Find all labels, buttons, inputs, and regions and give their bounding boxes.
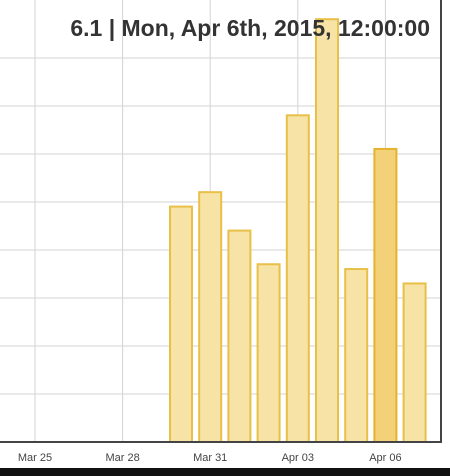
bottom-bar — [0, 468, 450, 476]
bar[interactable] — [344, 268, 369, 444]
x-tick-label: Mar 31 — [193, 452, 227, 464]
x-tick-label: Apr 03 — [282, 452, 314, 464]
bar[interactable] — [256, 263, 281, 443]
bar[interactable] — [402, 282, 427, 443]
chart-bars — [169, 18, 427, 444]
bar-selected[interactable] — [373, 147, 398, 443]
bar[interactable] — [227, 229, 252, 443]
x-tick-label: Mar 25 — [18, 452, 52, 464]
x-tick-label: Mar 28 — [105, 452, 139, 464]
value-readout: 6.1 | Mon, Apr 6th, 2015, 12:00:00 — [70, 15, 430, 41]
bar[interactable] — [198, 191, 223, 443]
x-tick-label: Apr 06 — [369, 452, 401, 464]
x-axis-ticks: Mar 25 Mar 28 Mar 31 Apr 03 Apr 06 — [18, 452, 402, 464]
bar[interactable] — [169, 205, 193, 443]
bar[interactable] — [285, 114, 310, 443]
bar[interactable] — [315, 18, 339, 444]
